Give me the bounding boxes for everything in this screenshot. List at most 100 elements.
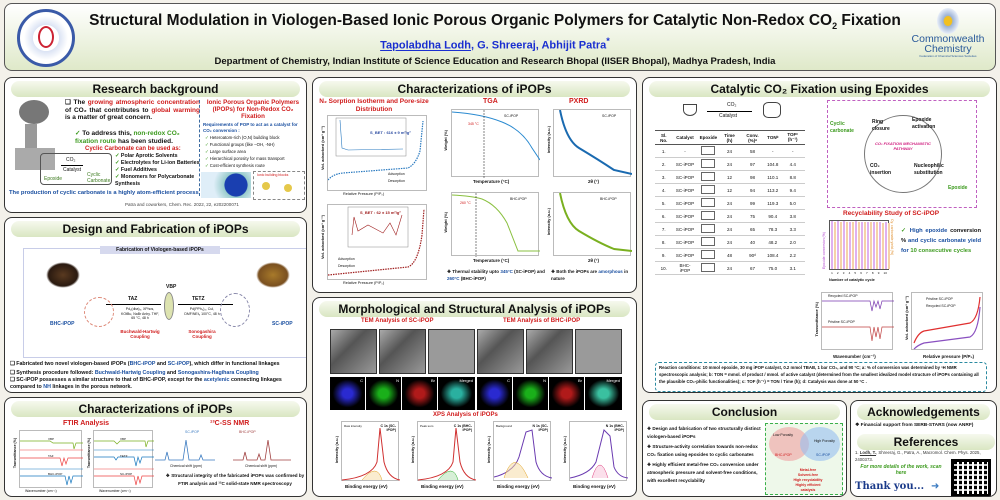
cycle-tick-label: 3	[842, 271, 845, 275]
table-cell: 7.	[655, 222, 673, 236]
nmr-chart-bhc: BHC-iPOP	[233, 430, 293, 465]
tem-image	[379, 329, 426, 374]
col-header: Time (h)	[719, 130, 740, 145]
mechanism-diagram: CO₂ FIXATION MECHANISTIC PATHWAY Epoxide…	[827, 100, 977, 208]
yield-bar	[875, 222, 878, 269]
eds-map-br: Br	[549, 377, 584, 410]
eds-map-n: N	[366, 377, 401, 410]
cycle-tick-label: 8	[871, 271, 874, 275]
recyclability-note: ✓ High epoxide conversion % and cyclic c…	[901, 228, 981, 254]
conversion-bar	[866, 221, 869, 269]
yield-bar	[881, 222, 884, 269]
xps-y-label: Intensity (a.u.)	[562, 436, 567, 464]
table-cell: 24	[719, 196, 740, 210]
table-cell: 104.8	[765, 157, 781, 171]
sc-ipop-label: SC-iPOP	[272, 321, 293, 327]
table-cell: 9.	[655, 248, 673, 262]
table-row: 3. SC-iPOP 12 98 110.1 8.8	[655, 170, 805, 184]
recycled-isotherm-chart: Pristine SC-iPOP Recycled SC-iPOP	[911, 292, 983, 350]
scan-prompt: For more details of the work, scan here	[860, 464, 942, 476]
yield-bar	[863, 222, 866, 269]
epoxide-structure-icon	[701, 172, 716, 181]
yield-bar	[839, 221, 842, 269]
reference-citation: Patra and coworkers, Chem. Rec. 2022, 22…	[125, 202, 239, 207]
tem-sc-title: TEM Analysis of SC-iPOP	[361, 318, 434, 324]
poster-title: Structural Modulation in Viologen-Based …	[89, 12, 901, 32]
table-cell: 12	[719, 170, 740, 184]
conversion-bar	[830, 221, 833, 269]
conclusion-item: Design and fabrication of two structural…	[647, 425, 763, 441]
pxrd-note: Both the iPOPs are amorphous in nature	[551, 268, 633, 282]
table-cell	[697, 144, 720, 158]
cycle-tick-label: 4	[848, 271, 851, 275]
table-cell	[697, 222, 720, 236]
table-cell: 108.4	[765, 248, 781, 262]
weight-y-label: Weight (%)	[443, 130, 448, 151]
nmr-x-label: Chemical shift (ppm)	[245, 464, 278, 468]
section-title: Design and Fabrication of iPOPs	[11, 221, 300, 237]
n2-sorption-title: N₂ Sorption Isotherm and Pore-size Distr…	[319, 98, 429, 113]
table-cell	[697, 183, 720, 197]
xps-chart: N 1s (BHC-iPOP)	[569, 421, 629, 481]
xps-y-label: Intensity (a.u.)	[334, 436, 339, 464]
design-point-1: Fabricated two novel viologen-based iPOP…	[10, 360, 279, 368]
yield-bar	[869, 222, 872, 269]
table-row: 6. SC-iPOP 24 75 90.4 3.8	[655, 209, 805, 223]
table-row: 4. SC-iPOP 12 94 113.2 9.4	[655, 183, 805, 197]
table-cell: SC-iPOP	[672, 157, 698, 171]
ftir-nmr-panel: Characterizations of iPOPs FTIR Analysis…	[4, 397, 307, 497]
table-cell: 5.0	[780, 196, 805, 210]
requirement-item: Large surface area	[205, 148, 305, 155]
table-cell: 48.2	[765, 235, 781, 249]
table-cell	[697, 248, 720, 262]
section-title: Characterizations of iPOPs	[319, 81, 630, 97]
use-item: Polar Aprotic Solvents	[115, 153, 203, 160]
reaction-scheme: Epoxide CO₂ Catalyst Cyclic Carbonate	[40, 153, 112, 185]
design-fabrication-panel: Design and Fabrication of iPOPs Fabricat…	[4, 217, 307, 393]
recycled-isotherm-y-label: Vol. adsorbed (cm³ g⁻¹)	[904, 296, 909, 341]
table-cell: 67	[739, 261, 766, 275]
cycle-tick-label: 7	[866, 271, 868, 275]
table-cell: 10.	[655, 261, 673, 275]
table-row: 1. -24 58- -	[655, 144, 805, 158]
use-item: Electrolytes for Li-ion Batteries	[115, 160, 203, 167]
right-conditions: Pd(PPh₃)₄, CuI, DMF/NEt₃ 100°C, 48 h	[184, 307, 220, 316]
col-header: TONᵇ	[765, 130, 781, 145]
characterizations-panel: Characterizations of iPOPs N₂ Sorption I…	[312, 77, 637, 293]
pxrd-bhc-chart: BHC-iPOP	[553, 192, 633, 256]
table-cell: SC-iPOP	[672, 183, 698, 197]
table-cell: 98	[739, 170, 766, 184]
thank-you-text: Thank you...	[855, 481, 925, 492]
mechanism-center-label: CO₂ FIXATION MECHANISTIC PATHWAY	[875, 141, 931, 151]
conversion-bar	[848, 221, 851, 269]
table-cell: 24	[719, 209, 740, 223]
table-cell	[697, 196, 720, 210]
eds-map-c: C	[477, 377, 512, 410]
recyclability-title: Recyclability Study of SC-iPOP	[843, 210, 940, 217]
conversion-bar	[860, 221, 863, 269]
table-cell: 8.	[655, 235, 673, 249]
requirements-title: Requirements of POP to act as a catalyst…	[203, 122, 298, 133]
col-header: TOFᶜ (h⁻¹)	[780, 130, 805, 145]
tga-title: TGA	[483, 98, 498, 105]
xps-y-label: Intensity (a.u.)	[410, 436, 415, 464]
ftir-x-label: Wavenumber (cm⁻¹)	[99, 489, 131, 493]
fabrication-scheme-title: Fabrication of Viologen-based iPOPs	[100, 246, 220, 254]
qr-code[interactable]	[950, 458, 992, 496]
buchwald-label: Buchwald-Hartwig Coupling	[120, 329, 160, 339]
fabrication-scheme: Fabrication of Viologen-based iPOPs BHC-…	[23, 246, 306, 358]
conclusion-graphic: Low Porosity BHC-iPOP High Porosity SC-iPO…	[765, 423, 843, 495]
table-cell: -	[672, 144, 698, 158]
requirement-item: Hierarchical porosity for mass transport	[205, 155, 305, 162]
eds-map-merged: Merged	[438, 377, 475, 410]
table-cell: BHC-iPOP	[672, 261, 698, 275]
pxrd-title: PXRD	[569, 98, 589, 105]
section-title: Morphological and Structural Analysis of…	[319, 301, 630, 317]
epoxide-label: Epoxide	[948, 185, 968, 191]
ftir-chart-2: VBP TETZ SC-iPOP	[93, 430, 154, 488]
table-cell: 24	[719, 144, 740, 158]
col-header: Conv. (%)ᵃ	[739, 130, 766, 145]
table-cell: 4.4	[780, 157, 805, 171]
recycled-ftir-y-label: Transmittance (%)	[814, 302, 819, 337]
table-row: 7. SC-iPOP 24 65 78.3 3.3	[655, 222, 805, 236]
